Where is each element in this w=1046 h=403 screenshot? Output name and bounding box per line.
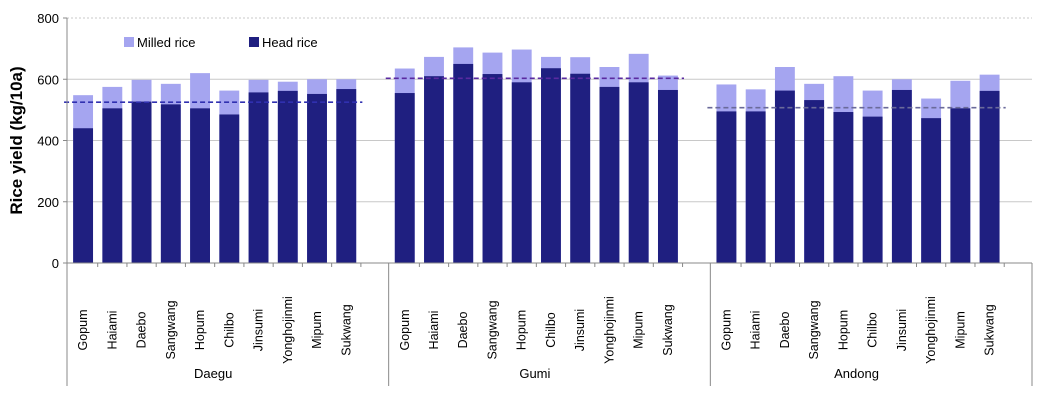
bar-head-gumi-mipum: [628, 82, 649, 263]
y-axis-label: Rice yield (kg/10a): [7, 66, 26, 214]
category-label: Hopum: [836, 310, 850, 350]
mean-lines: [64, 77, 1006, 109]
y-tick-label: 400: [37, 134, 59, 149]
bar-head-daegu-chilbo: [219, 114, 240, 263]
group-label: Andong: [834, 366, 879, 381]
category-label: Yonghojinmi: [602, 296, 616, 364]
category-label: Gopum: [398, 310, 412, 351]
bar-head-gumi-daebo: [453, 63, 474, 263]
category-label: Chilbo: [866, 312, 880, 347]
bars-layer: [73, 47, 1000, 264]
bar-head-gumi-hopum: [511, 82, 532, 263]
category-label: Chilbo: [544, 312, 558, 347]
category-label: Haiami: [427, 311, 441, 350]
category-label: Mipum: [632, 311, 646, 349]
bar-head-daegu-gopum: [73, 128, 94, 263]
legend-label: Head rice: [262, 35, 318, 50]
bar-head-gumi-jinsumi: [570, 73, 591, 263]
category-label: Jinsumi: [573, 309, 587, 351]
legend: Milled rice Head rice: [124, 35, 318, 50]
bar-head-andong-jinsumi: [891, 89, 912, 263]
category-label: Sukwang: [983, 304, 997, 355]
bar-head-andong-sukwang: [979, 90, 1000, 263]
labels-layer: 0 200 400 600 800 Rice yield (kg/10a) Gopum Hai…: [7, 11, 997, 381]
category-label: Sangwang: [164, 300, 178, 359]
category-label: Sangwang: [485, 300, 499, 359]
bar-head-daegu-mipum: [307, 93, 327, 263]
category-label: Hopum: [193, 310, 207, 350]
bar-head-gumi-gopum: [394, 93, 415, 263]
legend-swatch: [124, 37, 134, 47]
bar-head-gumi-chilbo: [541, 68, 561, 263]
category-label: Haiami: [105, 311, 119, 350]
bar-head-daegu-sukwang: [336, 89, 357, 263]
category-label: Sukwang: [661, 304, 675, 355]
category-label: Yonghojinmi: [924, 296, 938, 364]
bar-head-andong-gopum: [716, 111, 737, 263]
y-tick-label: 600: [37, 72, 59, 87]
bar-head-andong-mipum: [950, 108, 971, 263]
bar-head-gumi-sangwang: [482, 74, 503, 263]
category-label: Daebo: [778, 312, 792, 349]
category-label: Daebo: [456, 312, 470, 349]
bar-head-gumi-sukwang: [657, 89, 678, 263]
legend-swatch: [249, 37, 259, 47]
bar-head-andong-chilbo: [862, 116, 883, 263]
axes: [63, 17, 1033, 386]
y-tick-label: 200: [37, 195, 59, 210]
bar-head-andong-haiami: [745, 111, 766, 263]
bar-head-daegu-jinsumi: [248, 92, 269, 263]
category-label: Yonghojinmi: [281, 296, 295, 364]
category-label: Mipum: [953, 311, 967, 349]
y-tick-label: 800: [37, 11, 59, 26]
bar-head-andong-sangwang: [804, 100, 825, 263]
bar-head-daegu-daebo: [131, 101, 152, 263]
category-label: Mipum: [310, 311, 324, 349]
category-label: Sukwang: [339, 304, 353, 355]
bar-head-daegu-sangwang: [160, 104, 181, 263]
category-label: Sangwang: [807, 300, 821, 359]
bar-head-daegu-yonghojinmi: [277, 90, 298, 263]
category-label: Jinsumi: [252, 309, 266, 351]
bar-head-gumi-yonghojinmi: [599, 86, 620, 263]
group-label: Daegu: [194, 366, 232, 381]
y-tick-label: 0: [52, 256, 59, 271]
category-label: Gopum: [76, 310, 90, 351]
bar-head-gumi-haiami: [424, 76, 444, 263]
group-label: Gumi: [519, 366, 550, 381]
category-label: Chilbo: [222, 312, 236, 347]
category-label: Hopum: [515, 310, 529, 350]
bar-head-daegu-hopum: [190, 108, 210, 263]
category-label: Jinsumi: [895, 309, 909, 351]
category-label: Haiami: [749, 311, 763, 350]
bar-head-andong-daebo: [774, 90, 795, 263]
legend-label: Milled rice: [137, 35, 196, 50]
category-label: Daebo: [135, 312, 149, 349]
category-label: Gopum: [719, 310, 733, 351]
bar-head-daegu-haiami: [102, 108, 123, 263]
bar-head-andong-hopum: [833, 112, 854, 263]
bar-head-andong-yonghojinmi: [921, 118, 942, 263]
